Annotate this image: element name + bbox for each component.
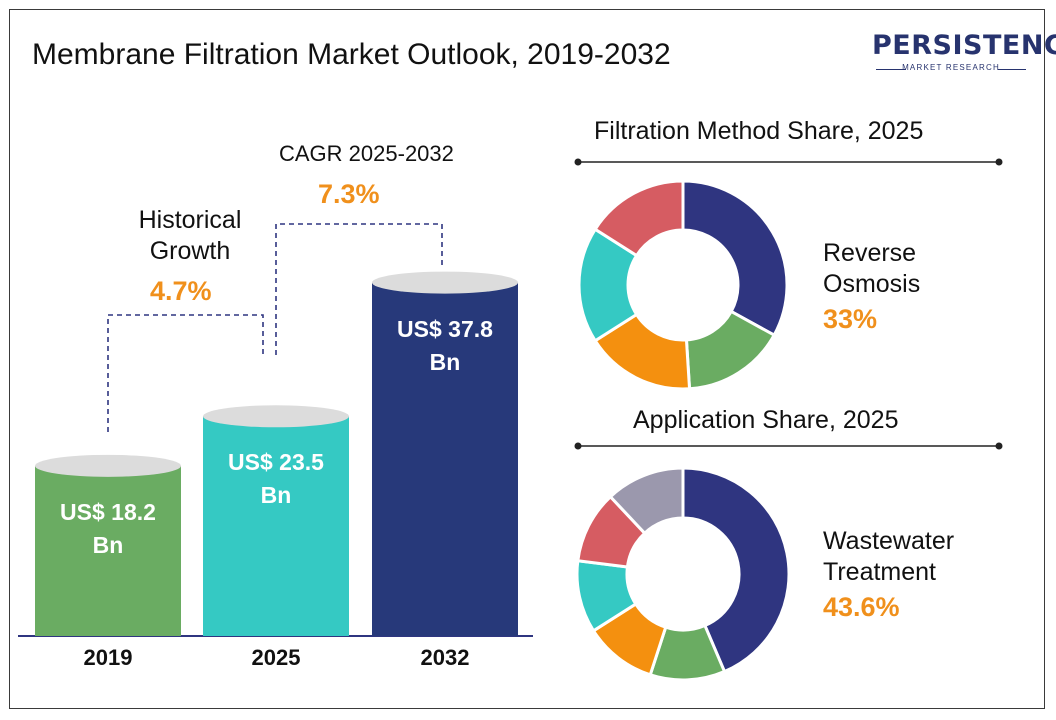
bar-value-line: US$ 18.2 [60,498,156,525]
application-title: Application Share, 2025 [633,406,899,434]
logo-wordmark: PERSISTENCE [872,30,1056,61]
cagr-connector [275,223,443,355]
reverse-osmosis-label: Reverse Osmosis [823,238,920,300]
historical-growth-line2: Growth [149,237,231,265]
bar-2032 [372,282,518,636]
bar-value-line: US$ 23.5 [228,449,324,476]
bar-2025 [203,416,349,636]
historical-growth-line1: Historical [138,206,242,234]
bar-value-line: US$ 37.8 [397,315,493,342]
bar-value-line: Bn [260,482,292,509]
logo-rule-right [998,69,1026,70]
bar-value-label-2032: US$ 37.8 Bn [365,313,525,379]
divider-dot-left [574,442,582,450]
x-tick-label-2032: 2032 [420,645,470,670]
x-tick-label-2025: 2025 [251,645,301,670]
logo-subtitle: MARKET RESEARCH [902,63,1000,72]
reverse-osmosis-line2: Osmosis [823,270,921,298]
wastewater-line2: Treatment [823,558,937,586]
reverse-osmosis-value: 33% [823,304,878,334]
divider-dot-right [995,442,1003,450]
infographic-frame [9,9,1045,709]
bar-value-line: Bn [429,348,461,375]
divider-dot-left [574,158,582,166]
divider-dot-right [995,158,1003,166]
donut1-slice-0 [681,179,789,338]
historical-growth-label: Historical Growth [110,205,270,267]
cagr-label: CAGR 2025-2032 [279,141,454,166]
x-tick-label-2019: 2019 [83,645,133,670]
bar-2019 [35,465,181,636]
bar-cap-2032 [372,271,518,294]
bar-value-label-2019: US$ 18.2 Bn [28,496,188,562]
historical-growth-value: 4.7% [150,276,212,306]
wastewater-line1: Wastewater [823,527,955,555]
bars-layer [35,271,518,636]
wastewater-treatment-label: Wastewater Treatment [823,526,954,588]
historical-growth-connector [107,314,264,432]
brand-logo: PERSISTENCE MARKET RESEARCH [872,30,1056,80]
bar-cap-2025 [203,405,349,428]
bar-value-label-2025: US$ 23.5 Bn [196,446,356,512]
donut2-slice-0 [681,466,791,674]
filtration-method-title: Filtration Method Share, 2025 [594,117,924,145]
bar-cap-2019 [35,454,181,477]
donut1-slice-4 [593,179,685,258]
wastewater-treatment-value: 43.6% [823,592,900,622]
reverse-osmosis-line1: Reverse [823,239,917,267]
donut2-slice-5 [608,466,685,536]
logo-rule-left [876,69,906,70]
bar-value-line: Bn [92,531,124,558]
page-title: Membrane Filtration Market Outlook, 2019… [32,38,671,71]
cagr-value: 7.3% [318,179,380,209]
